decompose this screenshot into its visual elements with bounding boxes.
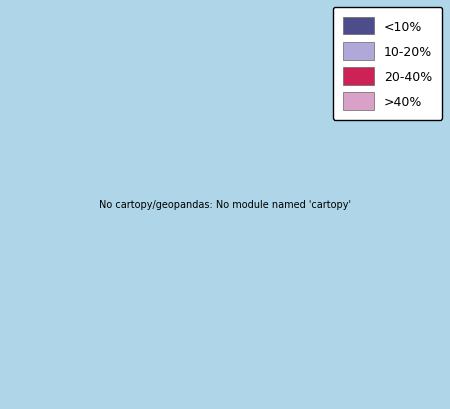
Legend: <10%, 10-20%, 20-40%, >40%: <10%, 10-20%, 20-40%, >40%	[333, 8, 442, 121]
Text: No cartopy/geopandas: No module named 'cartopy': No cartopy/geopandas: No module named 'c…	[99, 200, 351, 209]
